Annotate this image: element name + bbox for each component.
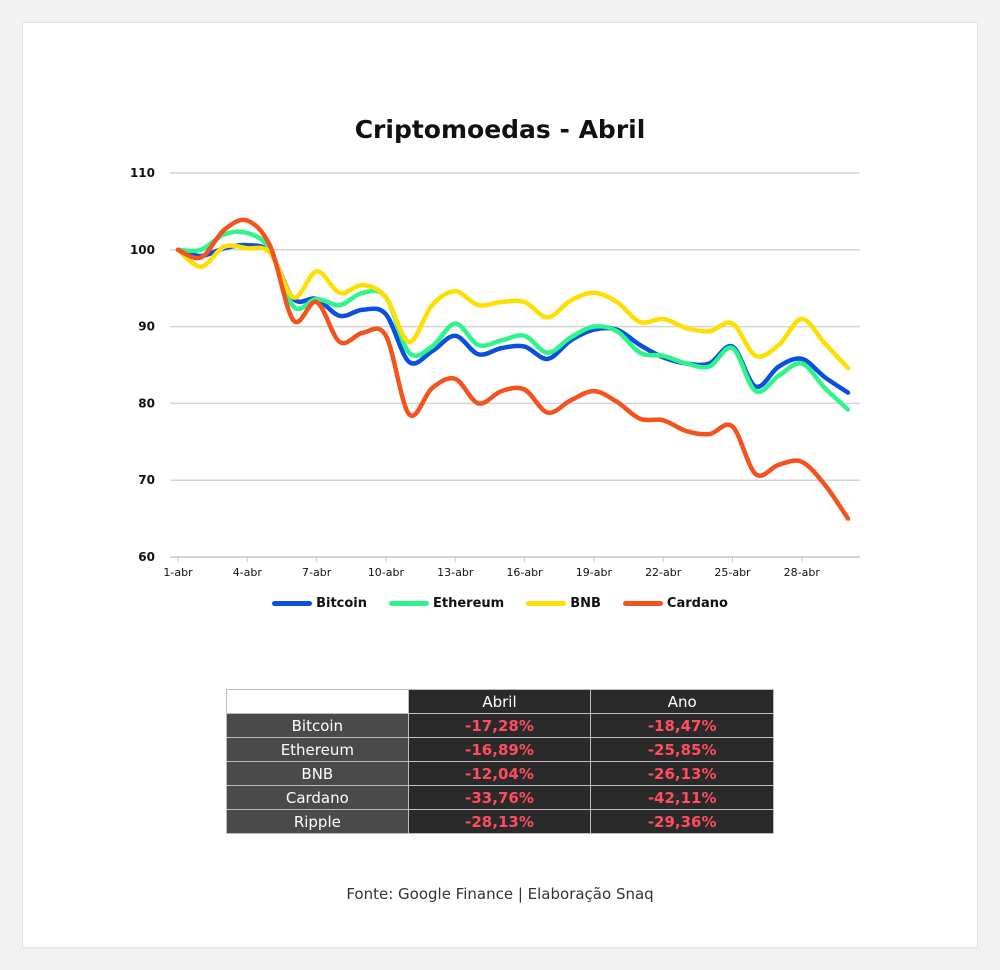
- y-tick-label: 90: [138, 320, 155, 334]
- table-row: Cardano -33,76% -42,11%: [226, 785, 774, 810]
- abril-value: -33,76%: [407, 785, 592, 810]
- column-header-ano: Ano: [590, 689, 774, 714]
- chart-legend: Bitcoin Ethereum BNB Cardano: [0, 596, 1000, 611]
- x-axis: [170, 556, 860, 562]
- x-tick-label: 10-abr: [368, 566, 405, 579]
- x-tick-label: 16-abr: [506, 566, 543, 579]
- legend-label: Cardano: [666, 596, 728, 611]
- column-header-abril: Abril: [407, 689, 592, 714]
- performance-table: Abril Ano Bitcoin -17,28% -18,47% Ethere…: [226, 689, 774, 834]
- ano-value: -18,47%: [590, 713, 774, 738]
- legend-swatch: [526, 601, 567, 606]
- x-tick-label: 22-abr: [645, 566, 682, 579]
- legend-label: Ethereum: [433, 596, 505, 611]
- row-label: Bitcoin: [226, 713, 409, 738]
- legend-swatch: [389, 601, 430, 606]
- series-line-cardano: [175, 217, 851, 521]
- x-tick-label: 25-abr: [714, 566, 751, 579]
- y-tick-label: 70: [138, 473, 155, 487]
- x-tick-label: 4-abr: [233, 566, 263, 579]
- y-tick-label: 110: [130, 166, 155, 180]
- ano-value: -29,36%: [590, 809, 774, 834]
- table-row: Bitcoin -17,28% -18,47%: [226, 713, 774, 738]
- chart-gridlines: [170, 172, 860, 481]
- abril-value: -12,04%: [407, 761, 592, 786]
- y-tick-label: 80: [138, 396, 155, 410]
- source-note: Fonte: Google Finance | Elaboração Snaq: [346, 885, 654, 903]
- x-tick-label: 7-abr: [302, 566, 332, 579]
- chart-title: Criptomoedas - Abril: [354, 115, 646, 144]
- ano-value: -25,85%: [590, 737, 774, 762]
- x-tick-label: 19-abr: [576, 566, 613, 579]
- line-chart: 60 70 80 90 100 110 1-abr 4-abr 7-abr 10-abr 13-a…: [130, 166, 860, 579]
- y-tick-label: 60: [138, 550, 155, 564]
- x-tick-label: 1-abr: [163, 566, 193, 579]
- legend-item-bnb: BNB: [526, 596, 601, 611]
- table-row: Ethereum -16,89% -25,85%: [226, 737, 774, 762]
- table-corner-cell: [226, 689, 409, 714]
- row-label: Ripple: [226, 809, 409, 834]
- row-label: Cardano: [226, 785, 409, 810]
- abril-value: -28,13%: [407, 809, 592, 834]
- legend-item-bitcoin: Bitcoin: [272, 596, 367, 611]
- legend-item-ethereum: Ethereum: [389, 596, 504, 611]
- legend-item-cardano: Cardano: [622, 596, 728, 611]
- legend-swatch: [272, 601, 313, 606]
- x-tick-label: 13-abr: [437, 566, 474, 579]
- legend-label: Bitcoin: [316, 596, 368, 611]
- ano-value: -26,13%: [590, 761, 774, 786]
- table-row: BNB -12,04% -26,13%: [226, 761, 774, 786]
- chart-series: [175, 217, 851, 521]
- series-line-bnb: [175, 243, 851, 371]
- x-axis-tick-labels: 1-abr 4-abr 7-abr 10-abr 13-abr 16-abr 19-abr 2…: [163, 566, 820, 579]
- abril-value: -16,89%: [407, 737, 592, 762]
- row-label: Ethereum: [226, 737, 409, 762]
- abril-value: -17,28%: [407, 713, 592, 738]
- y-axis-tick-labels: 60 70 80 90 100 110: [130, 166, 155, 564]
- table-header-row: Abril Ano: [226, 689, 774, 714]
- row-label: BNB: [226, 761, 409, 786]
- legend-swatch: [622, 601, 663, 606]
- x-tick-label: 28-abr: [784, 566, 821, 579]
- y-tick-label: 100: [130, 243, 155, 257]
- legend-label: BNB: [570, 596, 601, 611]
- table-row: Ripple -28,13% -29,36%: [226, 809, 774, 834]
- ano-value: -42,11%: [590, 785, 774, 810]
- series-line-ethereum: [175, 229, 851, 412]
